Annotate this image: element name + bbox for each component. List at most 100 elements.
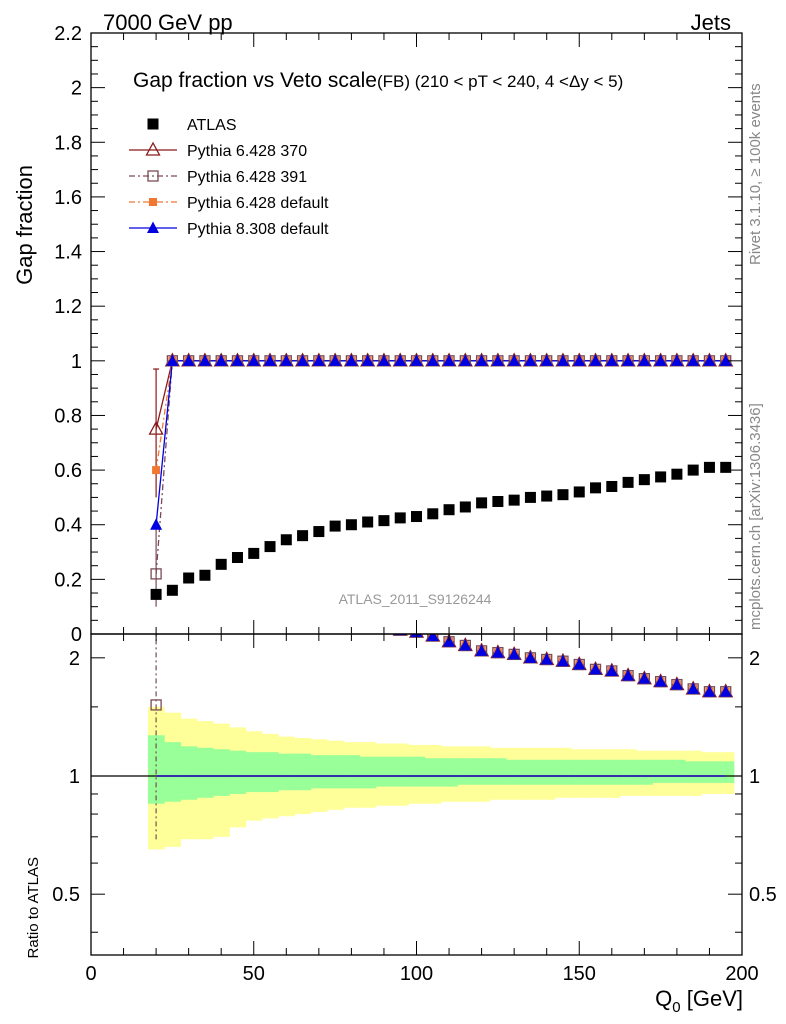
point-p8 xyxy=(475,354,488,366)
legend-marker-atlas xyxy=(147,118,159,130)
point-p8 xyxy=(296,354,309,366)
ratio-point-p370 xyxy=(182,499,195,511)
ratio-point-pdef xyxy=(364,620,372,628)
point-p8 xyxy=(198,354,211,366)
legend-marker-pdef xyxy=(149,198,157,206)
uncertainty-band-inner xyxy=(506,759,523,785)
point-p8 xyxy=(443,354,456,366)
ratio-point-p370 xyxy=(329,611,342,623)
legend-label-atlas: ATLAS xyxy=(187,117,237,134)
ratio-point-p370 xyxy=(296,595,309,607)
legend-label-pdef: Pythia 6.428 default xyxy=(187,195,329,212)
point-atlas xyxy=(394,512,406,524)
uncertainty-band-inner xyxy=(440,758,458,787)
point-p8 xyxy=(231,354,244,366)
ratio-point-p8 xyxy=(524,651,537,663)
y-tick-label: 1.4 xyxy=(54,242,82,264)
ratio-point-p391 xyxy=(167,459,177,469)
chart-title: Gap fraction vs Veto scale(FB) (210 < pT… xyxy=(133,69,623,92)
y-tick-label: 0.4 xyxy=(54,515,82,537)
point-p8 xyxy=(556,354,569,366)
point-p8 xyxy=(150,518,163,530)
legend-entry-p370: Pythia 6.428 370 xyxy=(129,141,307,160)
y-tick-label: 0.6 xyxy=(54,460,82,482)
point-atlas xyxy=(215,558,227,570)
ratio-point-p8 xyxy=(589,662,602,675)
uncertainty-band-inner xyxy=(261,752,279,793)
legend-entry-p8: Pythia 8.308 default xyxy=(129,221,329,238)
ratio-point-p370 xyxy=(280,588,293,600)
ratio-point-p8 xyxy=(719,685,732,697)
series-line-p370 xyxy=(155,360,726,430)
point-p8 xyxy=(426,354,439,366)
ratio-point-p8 xyxy=(491,646,504,658)
ratio-y-tick-label-right: 1 xyxy=(749,766,760,788)
point-atlas xyxy=(427,508,439,520)
point-p8 xyxy=(459,354,472,366)
ratio-point-pdef xyxy=(347,616,355,624)
ratio-point-p8 xyxy=(183,499,195,511)
ratio-point-p370 xyxy=(312,602,325,614)
legend: ATLAS Pythia 6.428 370 Pythia 6.428 391 Pyt… xyxy=(129,117,329,238)
legend-entry-p391: Pythia 6.428 391 xyxy=(129,169,307,186)
rivet-label: Rivet 3.1.10, ≥ 100k events xyxy=(747,83,764,265)
uncertainty-band-inner xyxy=(164,742,182,802)
point-p8 xyxy=(573,354,586,366)
point-atlas xyxy=(345,519,357,531)
ratio-point-p8 xyxy=(654,675,667,687)
main-plot-area xyxy=(148,352,734,607)
main-panel: 0 0.2 0.4 0.6 0.8 1 1.2 1.4 1.6 1.8 2 2.2 xyxy=(54,23,743,646)
legend-entry-atlas: ATLAS xyxy=(147,117,237,134)
point-atlas xyxy=(329,520,341,532)
y-tick-label: 2.2 xyxy=(54,23,82,45)
x-tick-label: 0 xyxy=(85,963,96,985)
ratio-point-p391 xyxy=(265,577,275,587)
point-atlas xyxy=(459,501,471,513)
uncertainty-band-inner xyxy=(278,753,295,791)
point-p8 xyxy=(377,354,390,366)
ratio-point-pdef xyxy=(315,605,323,613)
energy-label: 7000 GeV pp xyxy=(103,10,233,35)
ratio-point-pdef xyxy=(266,578,274,586)
ratio-point-p8 xyxy=(248,561,260,573)
mcplots-label: mcplots.cern.ch [arXiv:1306.3436] xyxy=(747,403,764,630)
ratio-point-p8 xyxy=(313,602,325,614)
ratio-point-p370 xyxy=(166,457,179,469)
ratio-point-p370 xyxy=(361,617,374,629)
point-atlas xyxy=(541,490,553,502)
ratio-point-p8 xyxy=(215,537,227,549)
y-axis-title: Gap fraction xyxy=(12,165,37,285)
uncertainty-band-inner xyxy=(538,759,556,785)
ratio-point-p391 xyxy=(184,501,194,511)
point-p8 xyxy=(719,354,732,366)
chart-subtitle: (FB) (210 < pT < 240, 4 <Δy < 5) xyxy=(377,72,623,91)
point-atlas xyxy=(411,511,422,523)
legend-marker-p391 xyxy=(147,170,159,182)
point-p8 xyxy=(329,354,342,366)
y-tick-label: 0 xyxy=(71,624,82,646)
point-atlas xyxy=(313,526,325,538)
point-p8 xyxy=(508,354,521,366)
ratio-point-p391 xyxy=(216,538,226,548)
ratio-point-p391 xyxy=(281,590,291,600)
y-tick-label: 1.8 xyxy=(54,132,82,154)
point-atlas xyxy=(655,471,667,483)
point-atlas xyxy=(573,486,585,498)
ratio-point-p391 xyxy=(200,509,210,519)
legend-marker-p370 xyxy=(145,141,161,156)
uncertainty-band-inner xyxy=(392,756,409,787)
y-tick-label: 1.6 xyxy=(54,187,82,209)
process-label: Jets xyxy=(691,10,731,35)
series-line-p391 xyxy=(155,360,726,574)
ratio-y-tick-label-right: 2 xyxy=(749,648,760,670)
ratio-point-p370 xyxy=(198,507,211,519)
point-p8 xyxy=(703,354,716,366)
ratio-y-tick-label: 0.5 xyxy=(52,884,80,906)
point-atlas xyxy=(166,584,178,596)
y-tick-label: 1 xyxy=(71,351,82,373)
ratio-point-p8 xyxy=(540,653,553,665)
point-p8 xyxy=(605,354,618,366)
ratio-point-p391 xyxy=(298,597,308,607)
ratio-point-p8 xyxy=(687,682,700,694)
ratio-point-pdef xyxy=(201,510,209,518)
